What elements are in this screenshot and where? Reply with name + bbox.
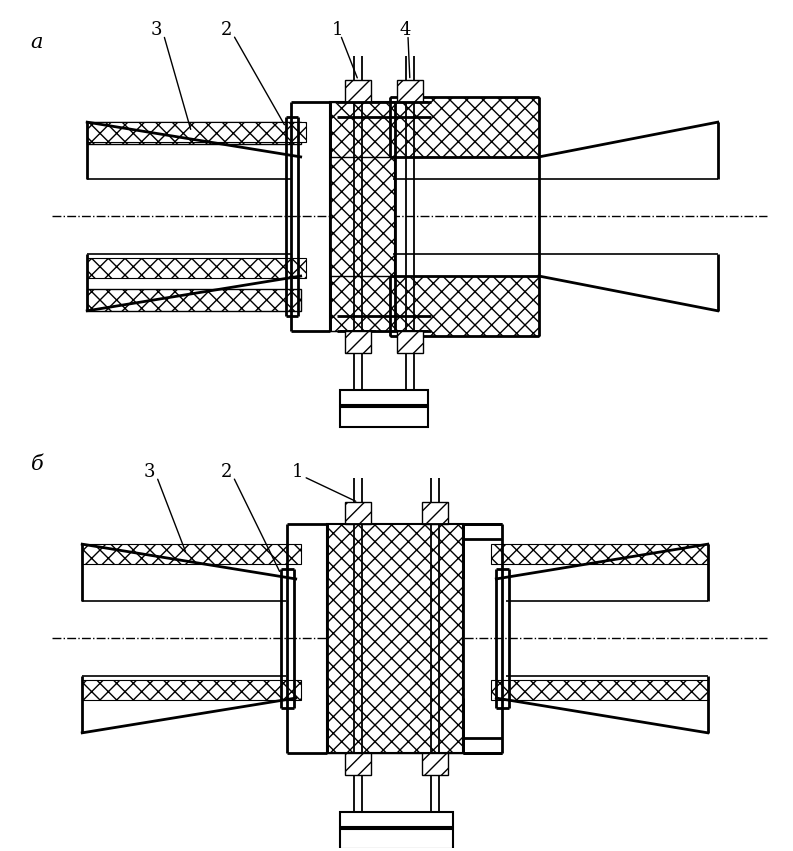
Bar	[346, 331, 371, 352]
Bar	[331, 102, 395, 157]
Bar	[340, 391, 427, 405]
Text: 2: 2	[220, 463, 232, 481]
Text: 1: 1	[292, 463, 304, 481]
Bar	[422, 752, 447, 774]
Bar	[328, 524, 462, 579]
Bar	[340, 829, 453, 849]
Bar	[346, 752, 371, 774]
Text: 3: 3	[151, 21, 163, 39]
Text: б: б	[31, 454, 44, 474]
Bar	[340, 407, 427, 427]
Bar	[346, 502, 371, 524]
Bar	[492, 680, 708, 700]
Bar	[422, 502, 447, 524]
Bar	[328, 524, 462, 752]
Bar	[331, 102, 395, 331]
Text: 1: 1	[331, 21, 343, 39]
Bar	[340, 812, 453, 827]
Bar	[82, 544, 301, 564]
Bar	[390, 276, 539, 335]
Bar	[390, 97, 539, 157]
Text: a: a	[31, 33, 43, 52]
Text: 4: 4	[399, 21, 411, 39]
Bar	[87, 123, 305, 142]
Bar	[87, 123, 301, 144]
Bar	[87, 289, 301, 311]
Bar	[87, 258, 305, 278]
Bar	[397, 81, 423, 102]
Bar	[328, 698, 462, 752]
Bar	[82, 680, 301, 700]
Bar	[331, 276, 395, 331]
Bar	[492, 544, 708, 564]
Text: 3: 3	[144, 463, 155, 481]
Bar	[346, 81, 371, 102]
Text: 2: 2	[220, 21, 232, 39]
Bar	[397, 331, 423, 352]
